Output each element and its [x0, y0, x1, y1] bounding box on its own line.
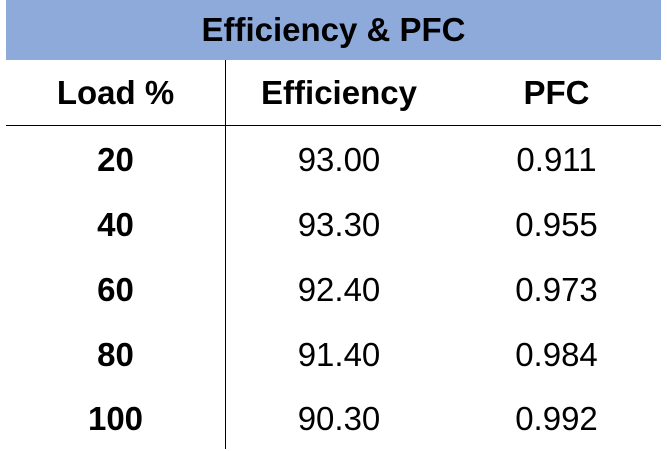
- table-cell-load: 40: [97, 205, 134, 243]
- table-cell-load: 20: [97, 140, 134, 178]
- column-divider: [225, 60, 226, 449]
- table-cell-load: 80: [97, 335, 134, 373]
- table-cell-load: 60: [97, 270, 134, 308]
- column-header-pfc: PFC: [523, 73, 590, 111]
- column-header-efficiency: Efficiency: [261, 73, 417, 111]
- table-title: Efficiency & PFC: [6, 0, 661, 60]
- table-cell-pfc: 0.984: [515, 335, 598, 373]
- table-cell-pfc: 0.955: [515, 205, 598, 243]
- table-cell-load: 100: [87, 399, 144, 437]
- table-cell-efficiency: 93.00: [297, 140, 381, 178]
- table-cell-efficiency: 93.30: [297, 205, 381, 243]
- data-table: Efficiency & PFC Load % Efficiency PFC 2…: [6, 0, 667, 449]
- table-cell-pfc: 0.992: [515, 399, 598, 437]
- header-row: [6, 60, 661, 126]
- table-cell-pfc: 0.911: [516, 140, 597, 178]
- table-cell-efficiency: 92.40: [297, 270, 381, 308]
- table-cell-pfc: 0.973: [515, 270, 598, 308]
- column-header-load: Load %: [56, 73, 175, 111]
- table-cell-efficiency: 90.30: [297, 399, 381, 437]
- table-cell-efficiency: 91.40: [297, 335, 381, 373]
